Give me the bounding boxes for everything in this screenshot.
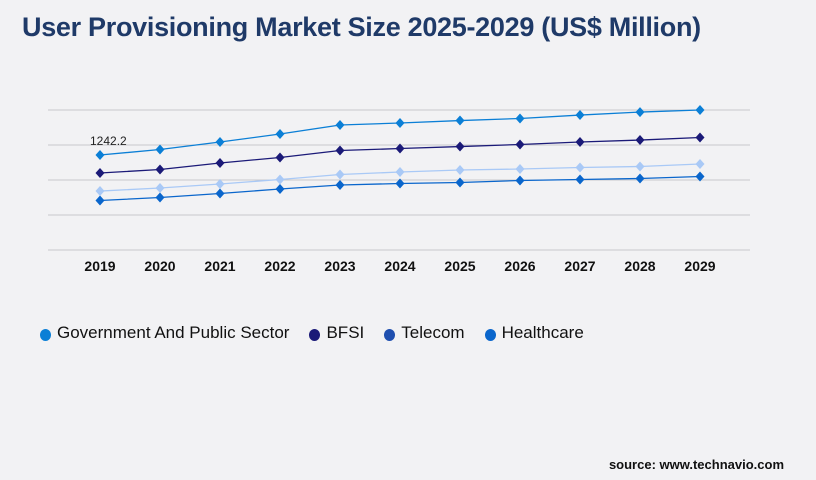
data-point [155,164,165,175]
x-tick-label: 2021 [204,258,235,274]
data-point [155,182,165,193]
data-point [395,143,405,154]
data-point [575,110,585,121]
data-point [695,171,705,182]
legend: Government And Public Sector BFSI Telecom H… [40,323,604,343]
x-tick-label: 2027 [564,258,595,274]
legend-marker-icon [384,328,396,341]
x-tick-label: 2019 [84,258,115,274]
x-tick-label: 2020 [144,258,175,274]
legend-item: Telecom [384,323,465,343]
data-point [335,180,345,191]
data-point [515,164,525,175]
data-point [275,129,285,140]
data-point [575,137,585,148]
x-tick-label: 2022 [264,258,295,274]
x-tick-label: 2028 [624,258,655,274]
legend-label: BFSI [326,323,365,342]
x-tick-label: 2026 [504,258,535,274]
data-point [395,117,405,128]
data-point [95,168,105,179]
data-point [635,135,645,146]
data-point [455,177,465,188]
data-point [695,105,705,115]
data-point [575,174,585,185]
line-chart: 2019 2020 2021 2022 2023 2024 2025 2026 2027 2028… [48,105,750,274]
data-point [215,188,225,199]
data-point [275,152,285,163]
x-tick-label: 2029 [684,258,715,274]
data-point [335,169,345,180]
data-point [455,115,465,126]
data-point [395,167,405,178]
legend-item: Government And Public Sector [40,323,289,343]
data-point [515,113,525,124]
source-text: source: www.technavio.com [608,457,784,472]
x-tick-label: 2023 [324,258,355,274]
data-point [575,162,585,173]
data-point [635,161,645,172]
data-point [215,157,225,168]
data-point [155,144,165,155]
data-point [635,173,645,184]
legend-item: BFSI [309,323,364,343]
data-point [95,150,105,161]
data-point [695,132,705,143]
legend-label: Government And Public Sector [57,323,290,342]
data-point [215,179,225,190]
data-point [275,183,285,194]
x-tick-label: 2025 [444,258,475,274]
data-point [335,145,345,156]
data-label: 1242.2 [90,134,127,148]
legend-marker-icon [484,328,496,341]
data-point [95,195,105,206]
legend-label: Telecom [401,323,465,342]
data-point [635,107,645,118]
x-tick-label: 2024 [384,258,415,274]
data-point [455,165,465,176]
data-point [515,175,525,186]
legend-item: Healthcare [484,323,584,343]
data-point [335,119,345,130]
data-point [275,174,285,185]
data-point [695,158,705,169]
data-point [95,186,105,197]
legend-label: Healthcare [501,323,584,342]
data-point [215,137,225,148]
data-point [515,139,525,150]
chart-title: User Provisioning Market Size 2025-2029 … [22,12,701,42]
data-point [155,192,165,203]
legend-marker-icon [309,328,321,341]
data-point [395,178,405,189]
data-point [455,141,465,152]
legend-marker-icon [40,328,51,341]
